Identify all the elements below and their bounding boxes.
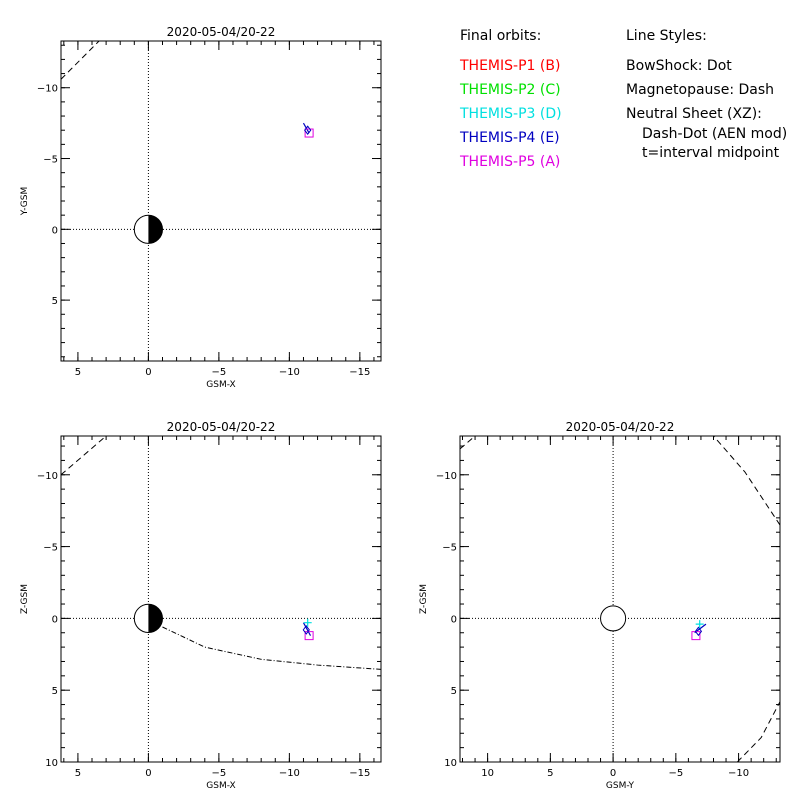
x-tick-label: −5 xyxy=(212,768,227,779)
legend-probe-label: THEMIS-P5 (A) xyxy=(459,154,560,170)
earth-night-side xyxy=(148,215,163,244)
legend-probe-label: THEMIS-P1 (B) xyxy=(459,58,560,74)
y-tick-label: −5 xyxy=(442,543,457,554)
legend-probe-label: THEMIS-P2 (C) xyxy=(459,82,561,98)
panel-title: 2020-05-04/20-22 xyxy=(167,420,276,434)
legend-style-line: BowShock: Dot xyxy=(626,58,732,74)
x-tick-label: −10 xyxy=(279,768,300,779)
y-tick-label: −5 xyxy=(43,543,58,554)
y-tick-label: 5 xyxy=(52,686,58,697)
x-tick-label: −5 xyxy=(212,367,227,378)
legend: Final orbits: THEMIS-P1 (B) THEMIS-P2 (C) T… xyxy=(459,28,787,170)
probe-marker-square xyxy=(304,128,314,138)
probe-marker-square xyxy=(304,631,314,641)
x-tick-label: −15 xyxy=(349,367,370,378)
x-tick-label: −10 xyxy=(279,367,300,378)
y-axis-label: Z-GSM xyxy=(20,584,30,614)
x-tick-label: 10 xyxy=(481,768,494,779)
y-tick-label: −10 xyxy=(37,84,58,95)
y-tick-label: 10 xyxy=(444,758,457,769)
probe-marker-plus xyxy=(303,618,312,627)
y-tick-label: 0 xyxy=(52,225,58,236)
legend-probe-label: THEMIS-P4 (E) xyxy=(459,130,560,146)
x-axis-label: GSM-X xyxy=(206,380,235,390)
x-tick-label: 5 xyxy=(547,768,553,779)
y-axis-label: Z-GSM xyxy=(419,584,429,614)
legend-styles-title: Line Styles: xyxy=(626,28,707,44)
magnetopause-curve xyxy=(60,435,107,476)
x-tick-label: −15 xyxy=(349,768,370,779)
earth-night-side xyxy=(148,604,163,633)
x-tick-label: 5 xyxy=(75,768,81,779)
plot-frame xyxy=(459,435,781,763)
panel-3: 2020-05-04/20-22 10 5 0 −5 −10 10 5 0 −5 −10 GSM-Y Z… xyxy=(419,420,781,791)
legend-style-line: Magnetopause: Dash xyxy=(626,82,774,98)
x-tick-label: 0 xyxy=(145,768,151,779)
legend-style-line: Neutral Sheet (XZ): xyxy=(626,106,762,122)
y-tick-label: 10 xyxy=(45,758,58,769)
probe-marker-diamond xyxy=(304,125,312,136)
probe-track xyxy=(302,622,312,636)
x-tick-label: 5 xyxy=(75,367,81,378)
probe-marker-diamond xyxy=(302,625,310,635)
legend-style-line: t=interval midpoint xyxy=(642,145,780,161)
neutral-sheet-curve xyxy=(162,626,382,670)
y-tick-label: 0 xyxy=(52,614,58,625)
panel-title: 2020-05-04/20-22 xyxy=(566,420,675,434)
plot-frame xyxy=(60,435,382,763)
panel-title: 2020-05-04/20-22 xyxy=(167,25,276,39)
x-tick-label: 0 xyxy=(145,367,151,378)
y-tick-label: −5 xyxy=(43,155,58,166)
y-tick-label: −10 xyxy=(436,471,457,482)
panel-1: 2020-05-04/20-22 5 0 −5 −10 −15 −10 −5 0 5 GSM-X Y-… xyxy=(20,25,382,390)
x-axis-label: GSM-X xyxy=(206,781,235,791)
plot-frame xyxy=(60,40,382,362)
y-tick-label: 5 xyxy=(451,686,457,697)
probe-marker-diamond xyxy=(694,626,703,637)
y-tick-label: 0 xyxy=(451,614,457,625)
magnetopause-curve xyxy=(459,435,476,450)
y-tick-label: 5 xyxy=(52,296,58,307)
magnetopause-curve xyxy=(736,701,781,763)
legend-probe-label: THEMIS-P3 (D) xyxy=(459,106,562,122)
earth-circle xyxy=(600,605,627,632)
y-axis-label: Y-GSM xyxy=(20,187,30,216)
magnetopause-curve xyxy=(713,435,781,526)
x-axis-label: GSM-Y xyxy=(606,781,635,791)
legend-style-line: Dash-Dot (AEN mod) xyxy=(642,126,787,142)
x-tick-label: −10 xyxy=(728,768,749,779)
x-tick-label: 0 xyxy=(610,768,616,779)
magnetopause-curve xyxy=(60,40,100,80)
legend-orbits-title: Final orbits: xyxy=(460,28,541,44)
y-tick-label: −10 xyxy=(37,471,58,482)
x-tick-label: −5 xyxy=(668,768,683,779)
probe-marker-plus xyxy=(695,620,704,629)
panel-2: 2020-05-04/20-22 5 0 −5 −10 −15 10 5 0 −5 −10 GSM-X… xyxy=(20,420,382,791)
